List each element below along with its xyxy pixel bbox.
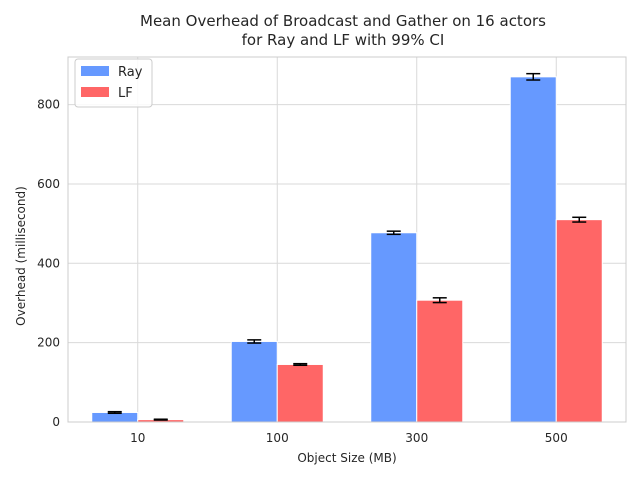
y-axis-label: Overhead (millisecond): [14, 186, 28, 326]
y-tick-label: 800: [37, 98, 60, 112]
bar-lf-300: [416, 299, 464, 423]
y-tick-label: 200: [37, 336, 60, 350]
y-tick-label: 400: [37, 256, 60, 270]
x-tick-labels: 10 100 300 500: [130, 431, 568, 445]
x-tick-label: 500: [545, 431, 568, 445]
legend: Ray LF: [74, 58, 153, 108]
bars: [91, 76, 603, 423]
legend-label-ray: Ray: [118, 65, 143, 80]
bar-lf-500: [555, 219, 603, 423]
error-bars: [107, 72, 587, 421]
y-tick-label: 600: [37, 177, 60, 191]
chart-title-line-2: for Ray and LF with 99% CI: [242, 31, 445, 49]
plot-frame: [67, 56, 627, 423]
bar-lf-100: [276, 363, 324, 423]
legend-swatch-ray: [81, 66, 109, 76]
chart-title-line-1: Mean Overhead of Broadcast and Gather on…: [140, 12, 546, 30]
x-tick-label: 100: [266, 431, 289, 445]
x-axis-label: Object Size (MB): [297, 451, 396, 465]
x-tick-label: 300: [405, 431, 428, 445]
legend-swatch-lf: [81, 87, 109, 97]
bar-ray-100: [230, 340, 278, 423]
legend-label-lf: LF: [118, 86, 133, 101]
bar-ray-500: [509, 76, 557, 423]
y-tick-label: 0: [52, 415, 60, 429]
y-tick-labels: 0 200 400 600 800: [37, 98, 60, 429]
x-tick-label: 10: [130, 431, 145, 445]
bar-ray-300: [370, 232, 418, 423]
